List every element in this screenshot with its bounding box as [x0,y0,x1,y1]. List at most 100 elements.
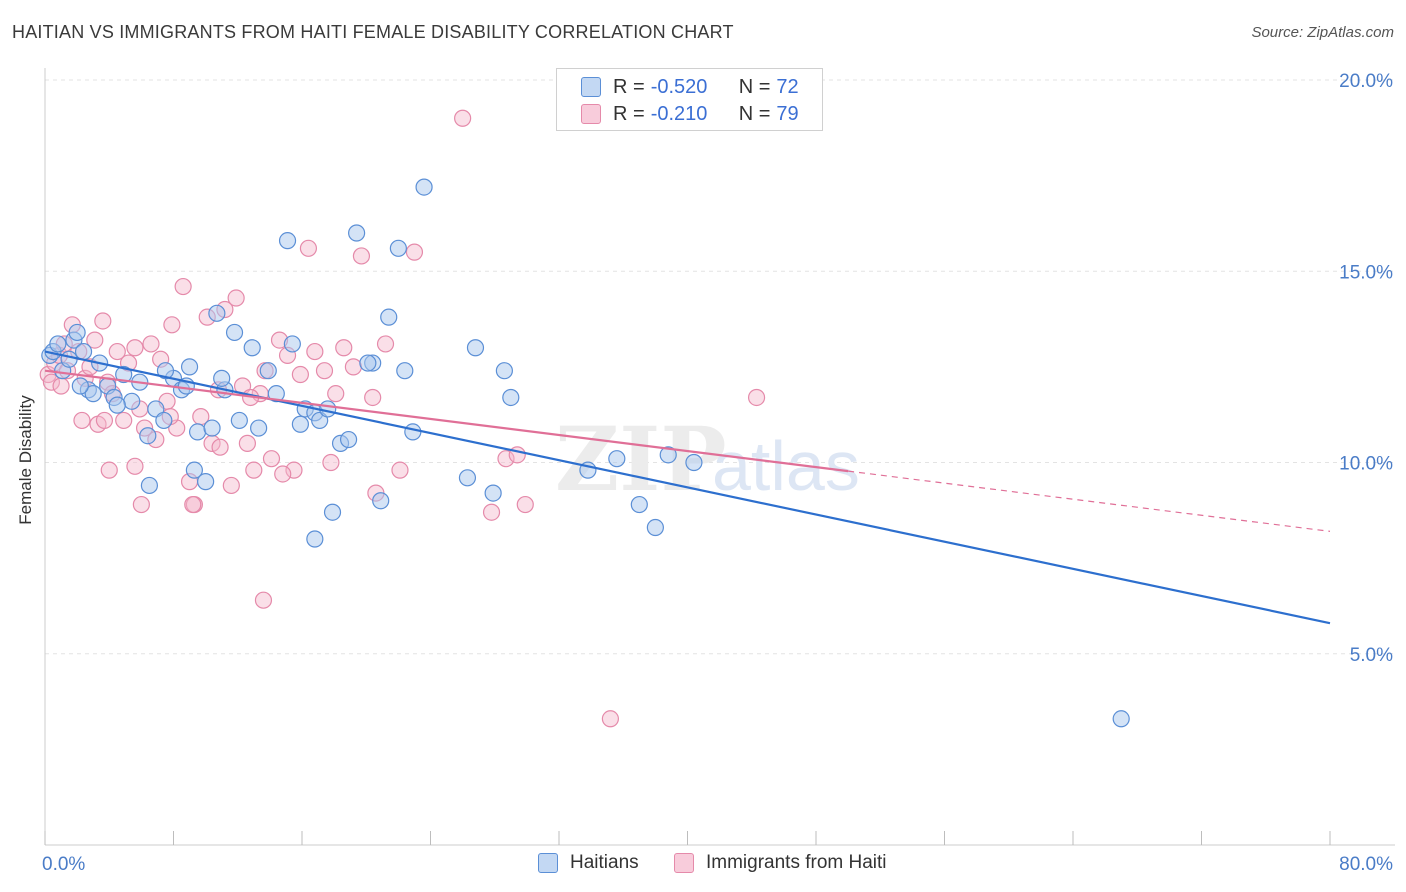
haitians-point [71,377,89,395]
legend-item-haitians[interactable]: Haitians [538,852,639,874]
immigrants-point [142,335,160,353]
haitians-point [348,224,366,242]
immigrants-point [601,710,620,728]
correlation-legend: R = -0.520 N = 72 R = -0.210 N = 79 [556,68,823,131]
haitians-point [155,411,173,430]
haitians-point [123,392,141,410]
haitians-swatch [538,853,558,873]
immigrants-point [352,247,371,265]
haitians-point [230,411,248,430]
immigrants-swatch [674,853,694,873]
haitians-point [630,495,648,514]
tick-labels: 5.0% 10.0% 15.0% 20.0% 0.0% 80.0% [42,71,1393,875]
haitians-point [291,415,309,433]
immigrants-point [285,461,303,479]
n-label: N = [738,102,771,125]
haitians-point [319,400,337,418]
haitians-point [372,492,390,510]
haitians-point [659,446,677,464]
haitians-point [243,339,261,357]
immigrants-point [364,388,382,407]
r-label: R = [613,75,645,98]
immigrants-point [482,503,501,521]
legend-label: Immigrants from Haiti [706,852,887,873]
haitians-point [197,473,215,491]
immigrants-point [454,109,472,127]
immigrants-point [115,411,133,430]
r-label: R = [613,102,645,125]
immigrants-point [184,495,202,514]
r-value: -0.520 [650,75,708,98]
immigrants-point [94,312,112,330]
haitians-point [267,385,285,403]
immigrants-point [86,331,104,349]
haitians-point [115,365,133,384]
haitians-point [108,396,126,414]
immigrants-point [245,461,263,479]
immigrants-point [262,450,281,468]
haitians-point [685,453,703,472]
haitians-point [60,350,78,368]
haitians-point [359,354,377,372]
immigrants-point [222,476,240,495]
immigrants-point [73,411,91,430]
immigrants-swatch [581,104,601,124]
haitians-point [502,388,520,407]
haitians-point [278,232,297,250]
haitians-point [323,503,342,521]
immigrants-point [274,465,292,483]
haitians-point [1112,710,1130,728]
haitians-point [140,476,159,495]
immigrants-point [132,495,150,514]
immigrants-point [163,316,181,334]
haitians-point [188,423,207,441]
immigrants-point [211,438,229,456]
y-tick-label: 5.0% [1350,645,1393,666]
r-value: -0.210 [650,102,708,125]
haitians-point [250,419,268,437]
grid-lines [45,79,1395,655]
n-value: 79 [776,102,799,125]
immigrants-point [227,289,245,307]
immigrants-point [344,358,362,376]
immigrants-point [376,335,395,353]
series-haitians-points [41,178,1130,728]
haitians-point [484,484,502,502]
haitians-point [84,385,102,403]
immigrants-point [747,388,766,407]
immigrants-point [126,339,144,357]
haitians-point [306,530,324,548]
immigrants-point [238,434,256,452]
haitians-point [180,358,199,376]
haitians-point [139,427,157,445]
haitians-point [608,450,626,468]
haitians-point [389,239,407,257]
haitians-swatch [581,77,601,97]
haitians-point [203,419,221,437]
haitians-point [466,339,485,357]
haitians-point [339,430,358,449]
immigrants-point [42,373,61,391]
haitians-point [458,469,477,487]
source-label: Source: ZipAtlas.com [1251,24,1394,41]
immigrants-point [299,239,318,257]
immigrants-point [322,453,340,472]
haitians-point [208,304,226,322]
haitians-point [396,362,414,380]
haitians-point [225,323,244,342]
immigrants-point [327,385,345,403]
immigrants-point [306,342,324,361]
immigrants-point [174,277,192,296]
haitians-point [74,342,93,361]
series-legend: Haitians Immigrants from Haiti [0,852,1406,878]
haitians-point [68,323,86,342]
immigrants-point [126,457,144,475]
immigrants-point [315,362,334,380]
n-label: N = [738,75,771,98]
legend-item-immigrants[interactable]: Immigrants from Haiti [674,852,887,874]
y-tick-label: 10.0% [1339,454,1393,475]
immigrants-point [291,365,309,384]
haitians-point [49,335,67,353]
